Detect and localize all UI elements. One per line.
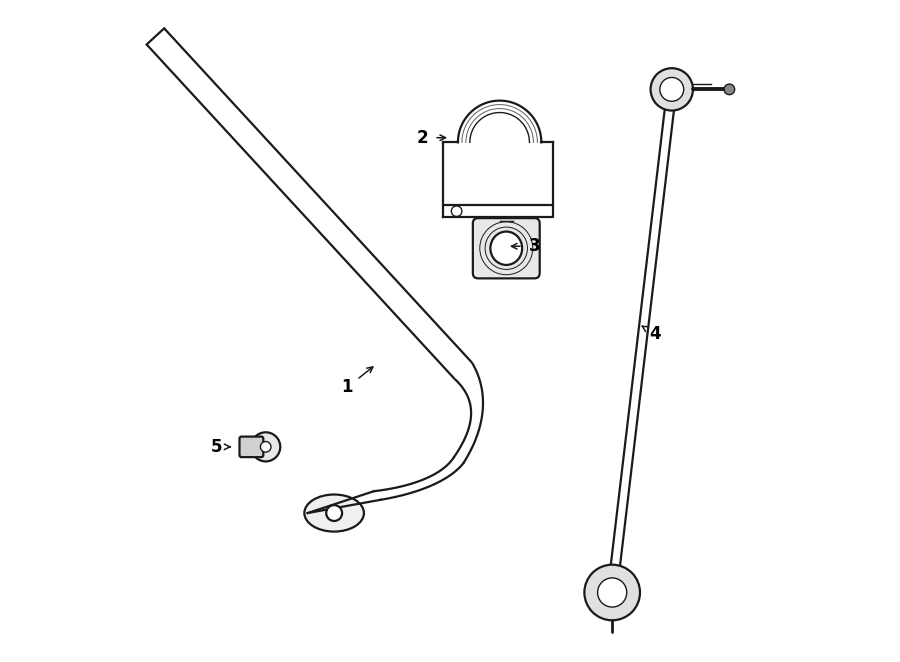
Circle shape [251, 432, 280, 461]
Circle shape [651, 68, 693, 111]
Circle shape [584, 565, 640, 620]
FancyBboxPatch shape [239, 437, 264, 457]
Circle shape [598, 578, 626, 607]
Text: 4: 4 [650, 325, 661, 344]
Text: 3: 3 [529, 237, 541, 256]
Circle shape [260, 442, 271, 452]
Circle shape [724, 84, 734, 95]
Text: 1: 1 [342, 378, 353, 397]
Text: 5: 5 [212, 438, 222, 456]
FancyBboxPatch shape [472, 218, 540, 279]
Circle shape [326, 505, 342, 521]
Ellipse shape [304, 495, 364, 532]
Text: 2: 2 [417, 128, 428, 147]
Ellipse shape [491, 232, 522, 265]
Circle shape [660, 77, 684, 101]
